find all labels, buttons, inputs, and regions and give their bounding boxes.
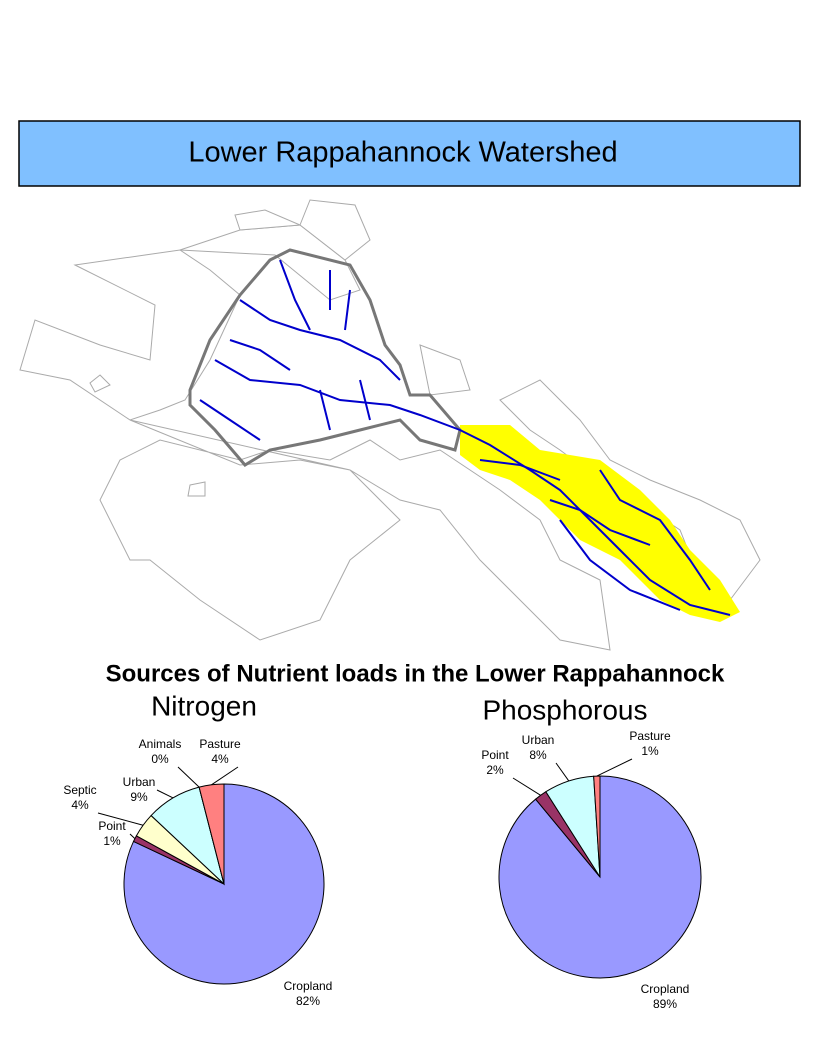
leader-line: [156, 789, 174, 799]
slice-value: 0%: [151, 752, 169, 766]
slice-value: 9%: [130, 790, 148, 804]
slice-value: 4%: [211, 752, 229, 766]
watershed-outline: [188, 248, 462, 467]
slice-value: 89%: [653, 997, 677, 1011]
leader-line: [129, 833, 136, 839]
slice-value: 82%: [296, 994, 320, 1008]
county: [187, 481, 206, 497]
county: [299, 199, 371, 261]
leader-line: [177, 766, 200, 788]
slice-label: Pasture: [629, 729, 671, 743]
slice-label: Urban: [123, 775, 156, 789]
county: [19, 249, 241, 421]
slice-label: Septic: [63, 783, 96, 797]
watershed-map: [19, 199, 761, 651]
river: [239, 299, 401, 381]
leader-line: [555, 762, 570, 782]
river: [199, 339, 371, 441]
river: [279, 259, 351, 331]
slice-label: Pasture: [199, 737, 241, 751]
slice-value: 8%: [529, 748, 547, 762]
pie-title: Nitrogen: [151, 690, 257, 721]
slice-label: Urban: [522, 733, 555, 747]
slice-value: 2%: [486, 763, 504, 777]
county: [419, 344, 471, 396]
pie-title: Phosphorous: [482, 694, 647, 725]
pie-slice: [198, 783, 225, 885]
leader-line: [211, 766, 239, 786]
county: [89, 374, 111, 393]
river: [479, 459, 711, 611]
leader-line: [97, 812, 144, 826]
title-box: [18, 120, 801, 187]
slice-value: 1%: [103, 834, 121, 848]
slice-value: 1%: [641, 744, 659, 758]
river: [214, 359, 731, 616]
slice-label: Animals: [139, 737, 182, 751]
slice-value: 4%: [71, 798, 89, 812]
slice-label: Point: [481, 748, 509, 762]
slice-label: Cropland: [641, 982, 690, 996]
slice-label: Cropland: [284, 979, 333, 993]
section-title: Sources of Nutrient loads in the Lower R…: [106, 660, 725, 687]
county: [99, 419, 611, 651]
leader-line: [596, 758, 633, 777]
leader-line: [512, 777, 541, 796]
page-title: Lower Rappahannock Watershed: [188, 137, 617, 169]
slice-label: Point: [98, 819, 126, 833]
